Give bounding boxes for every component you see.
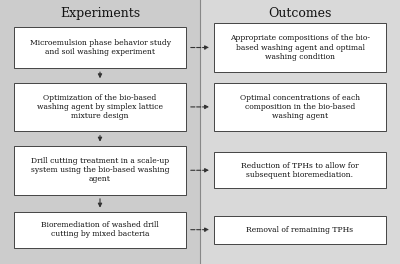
FancyBboxPatch shape [214,82,386,131]
FancyBboxPatch shape [14,146,186,195]
Text: Outcomes: Outcomes [268,7,332,20]
FancyBboxPatch shape [214,216,386,243]
Text: Microemulsion phase behavior study
and soil washing experiment: Microemulsion phase behavior study and s… [30,39,170,56]
Bar [200,0,400,264]
Text: Reduction of TPHs to allow for
subsequent bioremediation.: Reduction of TPHs to allow for subsequen… [241,162,359,179]
Text: Optimization of the bio-based
washing agent by simplex lattice
mixture design: Optimization of the bio-based washing ag… [37,94,163,120]
Text: Optimal concentrations of each
composition in the bio-based
washing agent: Optimal concentrations of each compositi… [240,94,360,120]
Bar [0,0,200,264]
Text: Bioremediation of washed drill
cutting by mixed bacteria: Bioremediation of washed drill cutting b… [41,221,159,238]
FancyBboxPatch shape [14,82,186,131]
FancyBboxPatch shape [14,212,186,248]
FancyBboxPatch shape [214,23,386,72]
Text: Drill cutting treatment in a scale-up
system using the bio-based washing
agent: Drill cutting treatment in a scale-up sy… [31,157,169,183]
FancyBboxPatch shape [214,153,386,188]
FancyBboxPatch shape [14,27,186,68]
Text: Appropriate compositions of the bio-
based washing agent and optimal
washing con: Appropriate compositions of the bio- bas… [230,34,370,61]
Text: Removal of remaining TPHs: Removal of remaining TPHs [246,226,354,234]
Text: Experiments: Experiments [60,7,140,20]
